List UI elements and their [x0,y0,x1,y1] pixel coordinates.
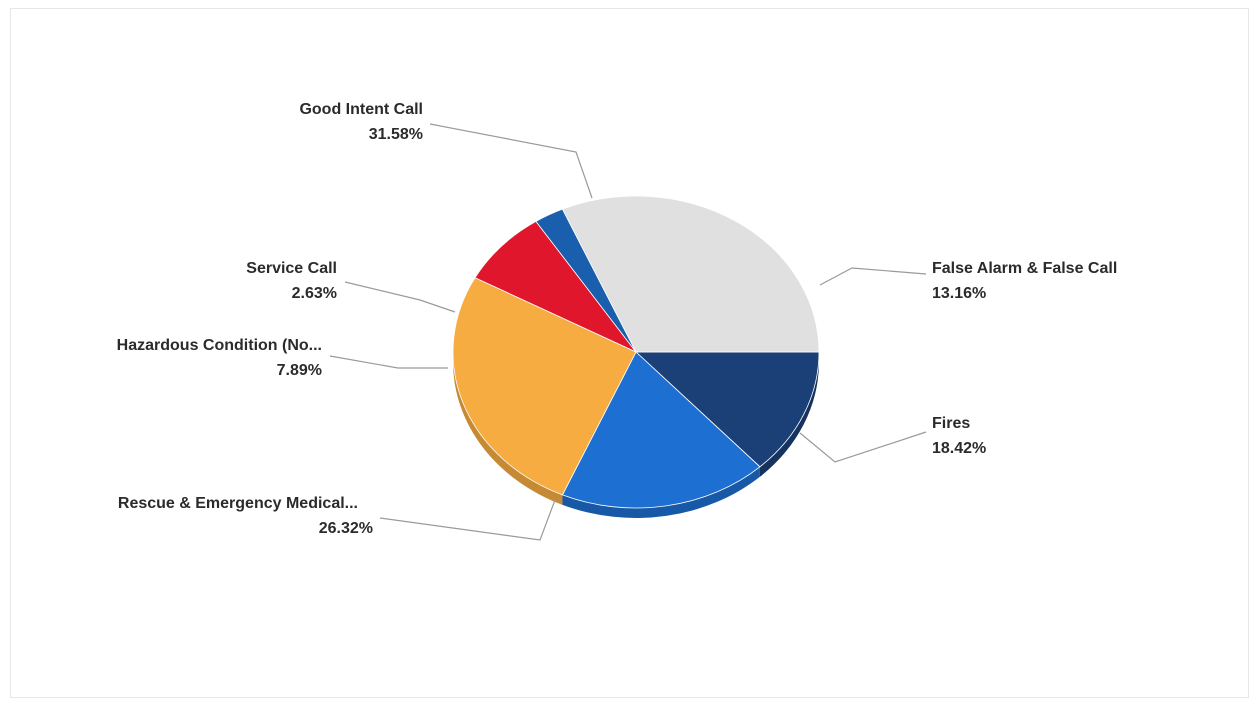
leader-line-rescue-emergency-medical [379,499,556,541]
slice-label-good-intent-percent: 31.58% [369,126,423,143]
slice-label-hazardous-name: Hazardous Condition (No... [117,337,322,354]
pie-slice-false-alarm-false-call [634,351,820,468]
slice-label-hazardous-percent: 7.89% [277,362,322,379]
slice-label-fires-percent: 18.42% [932,440,986,457]
leader-line-hazardous-condition-no [329,355,448,369]
leader-line-fires [799,431,927,463]
leader-line-service-call [344,281,456,313]
pie-depth-false-alarm-false-call [759,352,819,477]
leader-line-good-intent-call [429,123,593,199]
label-rescue: Rescue & Emergency Medical... 26.32% [118,495,373,537]
label-hazardous: Hazardous Condition (No... 7.89% [117,337,322,379]
slice-label-service-call-name: Service Call [246,260,337,277]
slice-label-service-call-percent: 2.63% [292,285,337,302]
pie-depth-fires [562,466,760,518]
pie-depth [453,352,819,518]
pie-slice-rescue-emergency-medical [452,277,637,496]
slice-label-good-intent-name: Good Intent Call [299,101,423,118]
pie-slice-hazardous-condition-no [474,220,637,353]
leader-lines [329,123,927,541]
pie-slice-good-intent-call [561,195,820,353]
slice-label-fires-name: Fires [932,415,970,432]
label-fires: Fires 18.42% [932,415,986,457]
slice-label-false-alarm-name: False Alarm & False Call [932,260,1117,277]
pie-slices [452,195,820,509]
slice-label-false-alarm-percent: 13.16% [932,285,986,302]
label-false-alarm: False Alarm & False Call 13.16% [932,260,1117,302]
label-good-intent: Good Intent Call 31.58% [299,101,423,143]
slice-label-rescue-name: Rescue & Emergency Medical... [118,495,358,512]
pie-depth-rescue-emergency-medical [453,352,563,505]
slice-label-rescue-percent: 26.32% [319,520,373,537]
leader-line-false-alarm-false-call [819,267,927,286]
label-service-call: Service Call 2.63% [246,260,337,302]
pie-slice-fires [561,351,761,509]
